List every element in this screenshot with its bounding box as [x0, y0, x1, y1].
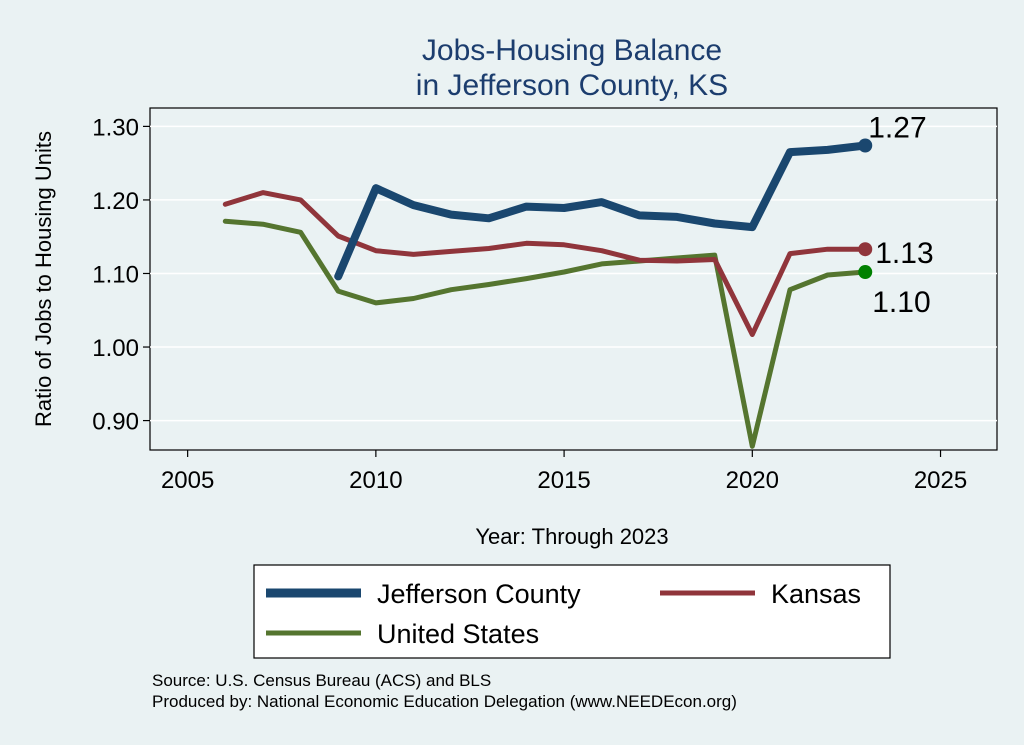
x-tick-label: 2005 [161, 467, 214, 494]
y-tick-label: 1.00 [92, 335, 139, 362]
legend-box [253, 564, 891, 659]
legend-label-jefferson-county: Jefferson County [377, 579, 581, 609]
chart-title-line-1: Jobs-Housing Balance [422, 34, 722, 67]
legend-label-kansas: Kansas [771, 579, 861, 609]
series-line-kansas [222, 190, 868, 337]
x-axis-label: Year: Through 2023 [475, 524, 668, 549]
legend-label-united-states: United States [377, 619, 539, 649]
y-tick-label: 0.90 [92, 409, 139, 436]
y-tick-label: 1.20 [92, 188, 139, 215]
end-marker-kansas [858, 242, 873, 257]
series-lines: 1.27 1.13 1.10 [222, 112, 934, 449]
series-line-jefferson-county [334, 141, 870, 281]
chart-title-line-2: in Jefferson County, KS [416, 69, 728, 102]
axes: 0.90 1.00 1.10 1.20 1.30 2005 2010 2015 2020 2025 [92, 114, 967, 494]
x-tick-label: 2010 [349, 467, 402, 494]
plot-area [149, 107, 998, 451]
y-tick-label: 1.30 [92, 114, 139, 141]
end-marker-united-states [858, 265, 873, 280]
end-label-jefferson-county: 1.27 [868, 112, 926, 145]
source-note: Source: U.S. Census Bureau (ACS) and BLS [152, 671, 491, 690]
series-line-united-states [222, 218, 868, 449]
y-axis-label: Ratio of Jobs to Housing Units [31, 131, 56, 427]
producer-note: Produced by: National Economic Education… [152, 692, 737, 711]
legend: Jefferson County Kansas United States [253, 564, 891, 659]
x-tick-label: 2015 [537, 467, 590, 494]
end-label-united-states: 1.10 [872, 286, 930, 319]
end-label-kansas: 1.13 [875, 237, 933, 270]
end-marker-jefferson-county [858, 138, 873, 153]
x-tick-label: 2020 [726, 467, 779, 494]
y-tick-label: 1.10 [92, 261, 139, 288]
x-tick-label: 2025 [914, 467, 967, 494]
